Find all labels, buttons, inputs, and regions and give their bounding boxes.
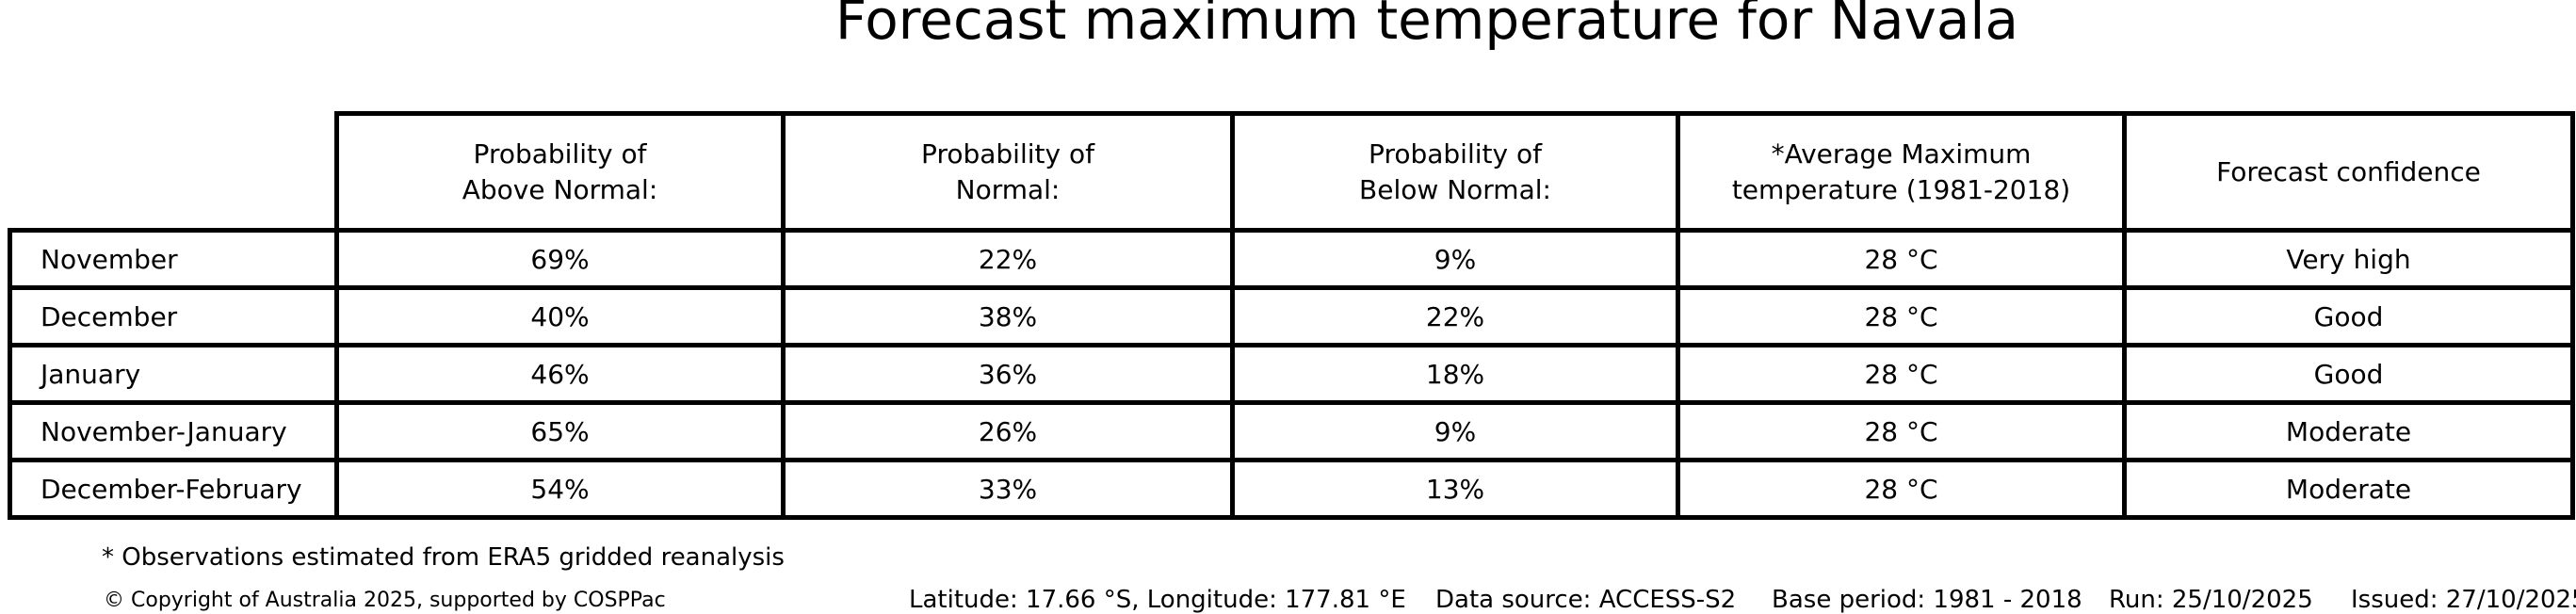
cell-above-normal: 40% <box>334 285 786 347</box>
cell-below-normal: 22% <box>1230 285 1680 347</box>
data-source-text: Data source: ACCESS-S2 <box>1435 586 1737 614</box>
copyright-text: © Copyright of Australia 2025, supported… <box>104 589 666 612</box>
cell-above-normal: 54% <box>334 458 786 520</box>
cell-normal: 38% <box>781 285 1235 347</box>
col-header-normal: Probability of Normal: <box>781 111 1235 233</box>
cell-above-normal: 46% <box>334 343 786 405</box>
table-row: November 69% 22% 9% 28 °C Very high <box>8 228 2575 290</box>
col-header-forecast-confidence: Forecast confidence <box>2122 111 2575 233</box>
table-row: December 40% 38% 22% 28 °C Good <box>8 285 2575 347</box>
table-header-row: Probability of Above Normal: Probability… <box>10 111 2575 233</box>
cell-above-normal: 65% <box>334 400 786 462</box>
table-row: January 46% 36% 18% 28 °C Good <box>8 343 2575 405</box>
cell-normal: 36% <box>781 343 1235 405</box>
row-label: November <box>8 228 339 290</box>
cell-below-normal: 18% <box>1230 343 1680 405</box>
page-title: Forecast maximum temperature for Navala <box>834 0 2019 52</box>
cell-above-normal: 69% <box>334 228 786 290</box>
row-label: November-January <box>8 400 339 462</box>
cell-forecast-confidence: Good <box>2122 285 2575 347</box>
cell-normal: 22% <box>781 228 1235 290</box>
cell-average-max-temp: 28 °C <box>1676 285 2127 347</box>
table-corner-cell <box>10 114 337 231</box>
table-row: November-January 65% 26% 9% 28 °C Modera… <box>8 400 2575 462</box>
forecast-table: Probability of Above Normal: Probability… <box>8 111 2575 520</box>
row-label: December <box>8 285 339 347</box>
cell-forecast-confidence: Moderate <box>2122 458 2575 520</box>
location-text: Latitude: 17.66 °S, Longitude: 177.81 °E <box>909 586 1406 614</box>
col-header-below-normal: Probability of Below Normal: <box>1230 111 1680 233</box>
cell-below-normal: 13% <box>1230 458 1680 520</box>
cell-average-max-temp: 28 °C <box>1676 400 2127 462</box>
cell-below-normal: 9% <box>1230 228 1680 290</box>
cell-below-normal: 9% <box>1230 400 1680 462</box>
row-label: January <box>8 343 339 405</box>
cell-normal: 26% <box>781 400 1235 462</box>
base-period-text: Base period: 1981 - 2018 <box>1772 586 2082 614</box>
cell-average-max-temp: 28 °C <box>1676 458 2127 520</box>
issued-date-text: Issued: 27/10/2025 <box>2351 586 2576 614</box>
run-date-text: Run: 25/10/2025 <box>2109 586 2313 614</box>
cell-forecast-confidence: Very high <box>2122 228 2575 290</box>
col-header-average-max-temp: *Average Maximum temperature (1981-2018) <box>1676 111 2127 233</box>
cell-normal: 33% <box>781 458 1235 520</box>
cell-average-max-temp: 28 °C <box>1676 343 2127 405</box>
cell-forecast-confidence: Good <box>2122 343 2575 405</box>
row-label: December-February <box>8 458 339 520</box>
footnote: * Observations estimated from ERA5 gridd… <box>102 543 785 572</box>
col-header-above-normal: Probability of Above Normal: <box>334 111 786 233</box>
table-row: December-February 54% 33% 13% 28 °C Mode… <box>8 458 2575 520</box>
cell-average-max-temp: 28 °C <box>1676 228 2127 290</box>
cell-forecast-confidence: Moderate <box>2122 400 2575 462</box>
